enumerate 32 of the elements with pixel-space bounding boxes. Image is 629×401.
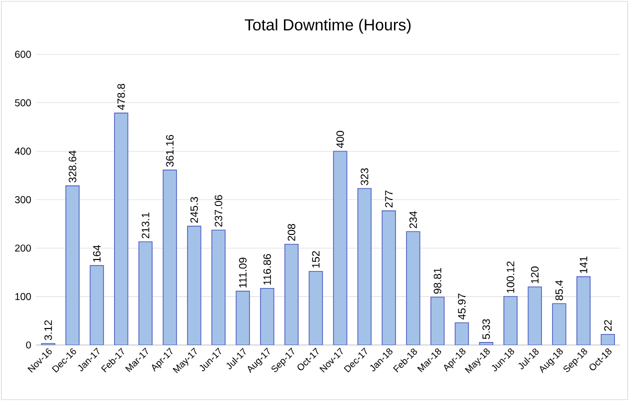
y-tick-label: 300 xyxy=(14,196,31,204)
y-tick-label: 500 xyxy=(15,99,31,106)
y-tick-label: 0 xyxy=(26,341,31,349)
data-label: 22 xyxy=(604,320,612,331)
y-tick-label: 600 xyxy=(15,50,31,58)
y-tick-label: 200 xyxy=(15,244,31,252)
data-label: 98.81 xyxy=(434,268,442,294)
data-label: 277 xyxy=(385,190,393,208)
data-label: 116.86 xyxy=(263,254,271,285)
data-label: 85.4 xyxy=(555,280,563,300)
data-label: 3.12 xyxy=(44,320,52,340)
data-label: 164 xyxy=(93,245,101,262)
data-label: 478.8 xyxy=(117,84,125,110)
y-tick-label: 400 xyxy=(14,148,31,155)
data-label: 5.33 xyxy=(482,319,490,340)
data-label: 208 xyxy=(288,224,296,241)
data-label: 323 xyxy=(360,168,368,186)
data-label: 234 xyxy=(409,211,417,228)
data-label: 152 xyxy=(312,251,320,268)
data-label: 213.1 xyxy=(142,212,150,238)
data-label: 120 xyxy=(531,266,539,284)
data-label: 245.3 xyxy=(190,197,198,223)
data-label: 100.12 xyxy=(506,261,514,293)
data-label: 111.09 xyxy=(239,258,247,288)
data-label: 141 xyxy=(580,256,588,273)
data-label: 45.97 xyxy=(458,294,466,320)
data-label: 361.16 xyxy=(166,134,174,167)
data-label: 237.06 xyxy=(214,195,222,227)
data-label: 400 xyxy=(336,130,344,148)
data-label: 328.64 xyxy=(68,150,76,182)
chart-title: Total Downtime (Hours) xyxy=(244,18,411,34)
y-tick-label: 100 xyxy=(15,293,31,300)
